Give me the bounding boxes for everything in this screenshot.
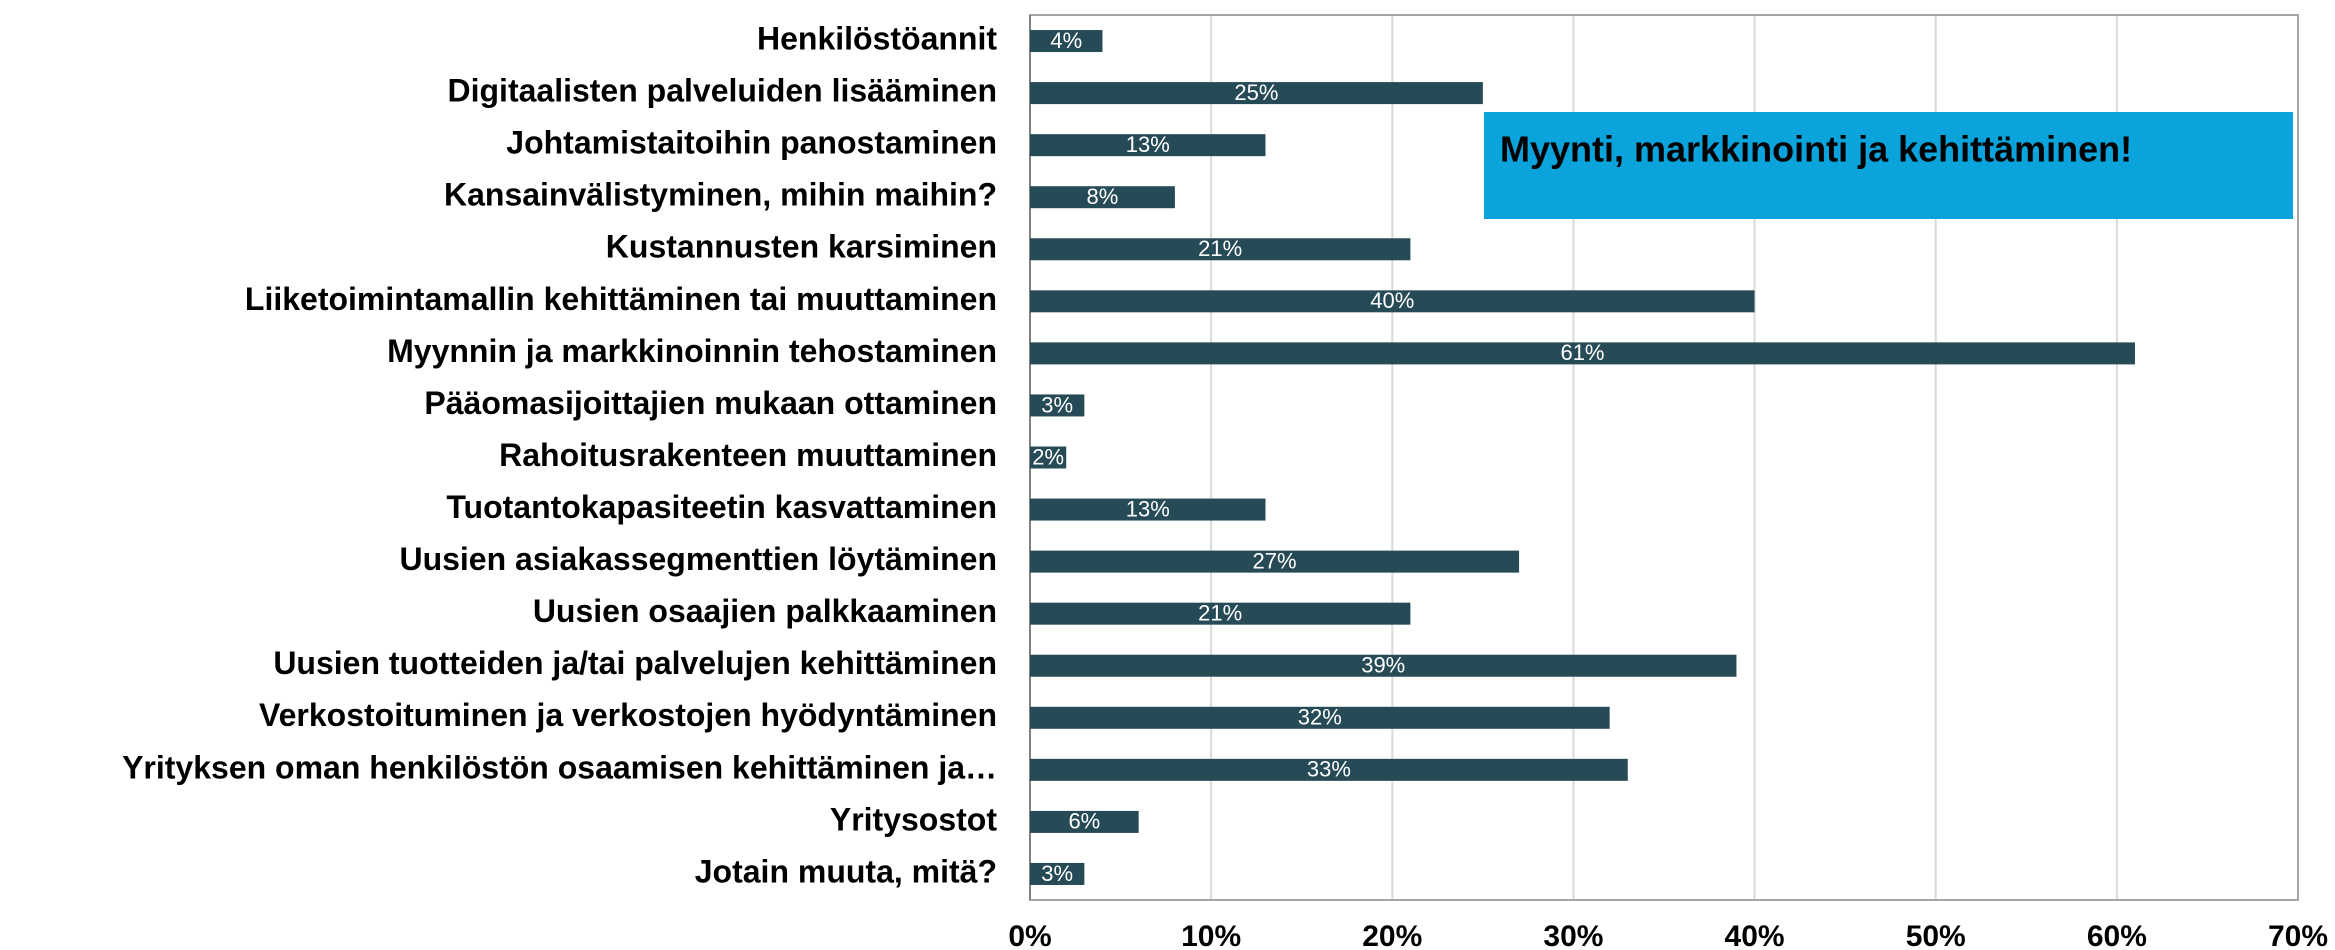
y-tick-label: Liiketoimintamallin kehittäminen tai muu…: [245, 281, 997, 317]
value-label: 32%: [1298, 705, 1342, 730]
bar: [1030, 342, 2135, 365]
bar: [1030, 706, 1610, 729]
y-tick-label: Kansainvälistyminen, mihin maihin?: [444, 177, 997, 213]
value-label: 39%: [1361, 653, 1405, 678]
bar: [1030, 394, 1085, 417]
x-tick-label: 40%: [1725, 920, 1785, 950]
x-tick-label: 30%: [1543, 920, 1603, 950]
y-tick-label: Myynnin ja markkinoinnin tehostaminen: [387, 333, 997, 369]
bar: [1030, 82, 1483, 105]
bar: [1030, 550, 1520, 573]
value-label: 25%: [1234, 80, 1278, 105]
value-label: 27%: [1253, 548, 1297, 573]
x-tick-label: 10%: [1181, 920, 1241, 950]
value-label: 33%: [1307, 757, 1351, 782]
y-tick-label: Tuotantokapasiteetin kasvattaminen: [446, 489, 997, 525]
bar: [1030, 30, 1103, 53]
x-tick-label: 70%: [2268, 920, 2328, 950]
y-tick-label: Yrityksen oman henkilöstön osaamisen keh…: [122, 749, 997, 785]
y-tick-label: Kustannusten karsiminen: [606, 229, 997, 265]
value-label: 8%: [1087, 184, 1119, 209]
y-tick-label: Johtamistaitoihin panostaminen: [506, 125, 997, 161]
y-tick-label: Rahoitusrakenteen muuttaminen: [499, 437, 997, 473]
value-label: 21%: [1198, 600, 1242, 625]
bar: [1030, 602, 1411, 625]
bar: [1030, 862, 1085, 885]
value-label: 6%: [1068, 809, 1100, 834]
y-tick-label: Henkilöstöannit: [757, 20, 997, 56]
value-label: 13%: [1126, 132, 1170, 157]
y-tick-label: Verkostoituminen ja verkostojen hyödyntä…: [259, 697, 997, 733]
y-tick-label: Yritysostot: [830, 801, 997, 837]
value-label: 21%: [1198, 236, 1242, 261]
value-label: 13%: [1126, 496, 1170, 521]
x-tick-label: 50%: [1906, 920, 1966, 950]
bar: [1030, 498, 1266, 521]
bar: [1030, 238, 1411, 261]
x-tick-label: 60%: [2087, 920, 2147, 950]
bar: [1030, 446, 1067, 469]
y-tick-label: Uusien asiakassegmenttien löytäminen: [399, 541, 997, 577]
bar: [1030, 290, 1755, 313]
value-label: 2%: [1032, 444, 1064, 469]
bar: [1030, 134, 1266, 157]
x-tick-label: 20%: [1362, 920, 1422, 950]
y-tick-label: Uusien tuotteiden ja/tai palvelujen kehi…: [273, 645, 997, 681]
annotation: Myynti, markkinointi ja kehittäminen!: [1500, 129, 2132, 170]
value-label: 3%: [1041, 392, 1073, 417]
bar: [1030, 758, 1628, 781]
bar: [1030, 654, 1737, 677]
x-tick-label: 0%: [1008, 920, 1051, 950]
value-label: 40%: [1370, 288, 1414, 313]
bar: [1030, 810, 1139, 833]
bar: [1030, 186, 1175, 209]
y-tick-label: Uusien osaajien palkkaaminen: [533, 593, 997, 629]
y-tick-label: Jotain muuta, mitä?: [695, 853, 997, 889]
y-tick-label: Pääomasijoittajien mukaan ottaminen: [424, 385, 997, 421]
y-tick-label: Digitaalisten palveluiden lisääminen: [448, 73, 998, 109]
value-label: 3%: [1041, 861, 1073, 886]
annotation-box: [1484, 112, 2293, 219]
value-label: 4%: [1050, 28, 1082, 53]
value-label: 61%: [1560, 340, 1604, 365]
